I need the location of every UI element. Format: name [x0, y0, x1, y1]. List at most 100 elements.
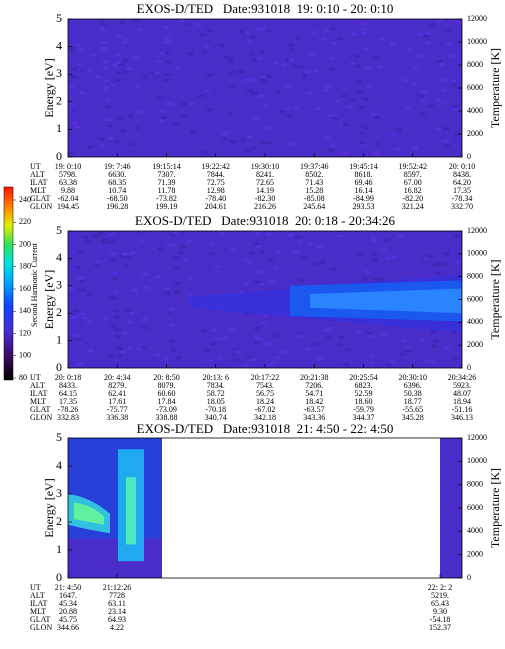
spectrogram-cell: [257, 337, 264, 341]
spectrogram-cell: [211, 329, 218, 333]
spectrogram-cell: [123, 263, 130, 267]
spectrogram-cell: [209, 252, 216, 256]
spectrogram-cell: [122, 331, 129, 335]
spectrogram-cell: [102, 60, 109, 64]
row-value: -82.20: [402, 194, 423, 203]
spectrogram-cell: [360, 143, 367, 147]
spectrogram-cell: [246, 261, 253, 265]
row-value: 342.18: [254, 413, 276, 422]
y2-tick-label: 2000: [467, 340, 483, 349]
spectrogram-cell: [79, 276, 86, 280]
spectrogram-cell: [136, 347, 143, 351]
row-value: 17.35: [59, 397, 77, 406]
spectrogram-cell: [112, 290, 119, 294]
spectrogram-cell: [443, 144, 450, 148]
spectrogram-cell: [69, 151, 76, 155]
spectrogram-cell: [103, 89, 110, 93]
row-value: 18.42: [305, 397, 323, 406]
spectrogram-cell: [336, 343, 343, 347]
y-tick-label: 2: [56, 514, 62, 528]
spectrogram-cell: [97, 245, 104, 249]
spectrogram-cell: [163, 287, 170, 291]
row-value: 19:30:10: [251, 162, 279, 171]
spectrogram-cell: [364, 126, 371, 130]
spectrogram-cell: [255, 244, 262, 248]
spectrogram-cell: [415, 54, 422, 58]
spectrogram-cell: [113, 315, 120, 319]
spectrogram-cell: [446, 42, 453, 46]
spectrogram-cell: [436, 59, 443, 63]
spectrogram-cell: [417, 93, 424, 97]
row-label: MLT: [30, 186, 46, 195]
row-value: -73.09: [156, 405, 177, 414]
row-value: 1647.: [59, 591, 77, 600]
spectrogram-cell: [300, 256, 307, 260]
spectrogram-cell: [75, 265, 82, 269]
spectrogram-cell: [132, 289, 139, 293]
spectrogram-cell: [395, 128, 402, 132]
row-value: 336.38: [106, 413, 128, 422]
spectrogram-cell: [154, 353, 161, 357]
spectrogram-cell: [164, 61, 171, 65]
spectrogram-cell: [442, 126, 449, 130]
spectrogram-cell: [100, 41, 107, 45]
spectrogram-cell: [369, 236, 376, 240]
row-value: -78.26: [58, 405, 79, 414]
spectrogram-cell: [367, 66, 374, 70]
spectrogram-cell: [382, 238, 389, 242]
spectrogram-cell: [172, 231, 179, 235]
spectrogram-cell: [286, 114, 293, 118]
spectrogram-cell: [412, 146, 419, 150]
y2-tick-label: 10000: [467, 37, 487, 46]
spectrogram-cell: [86, 320, 93, 324]
spectrogram-cell: [222, 335, 229, 339]
row-value: 16.14: [355, 186, 373, 195]
spectrogram-cell: [275, 250, 282, 254]
row-value: 17.84: [158, 397, 176, 406]
spectrogram-cell: [370, 252, 377, 256]
spectrogram-cell: [435, 127, 442, 131]
spectrogram: [440, 438, 462, 578]
spectrogram-cell: [304, 347, 311, 351]
y2-axis-label: Temperature [K]: [488, 259, 502, 339]
row-value: 14.19: [256, 186, 274, 195]
row-value: -70.18: [205, 405, 226, 414]
spectrogram-cell: [162, 41, 169, 45]
row-label: ALT: [30, 381, 45, 390]
spectrogram-cell: [240, 138, 247, 142]
spectrogram-cell: [419, 112, 426, 116]
row-value: 19:45:14: [349, 162, 377, 171]
spectrogram-cell: [111, 277, 118, 281]
spectrogram-cell: [280, 63, 287, 67]
spectrogram-cell: [320, 260, 327, 264]
spectrogram-cell: [417, 33, 424, 37]
spectrogram-cell: [248, 251, 255, 255]
spectrogram-cell: [96, 231, 103, 235]
spectrogram-cell: [293, 250, 300, 254]
spectrogram-cell: [180, 245, 187, 249]
y2-tick-label: 4000: [467, 317, 483, 326]
spectrogram-cell: [114, 78, 121, 82]
y2-axis-label: Temperature [K]: [488, 468, 502, 548]
spectrogram-cell: [401, 339, 408, 343]
spectrogram-cell: [69, 49, 76, 53]
spectrogram-cell: [187, 294, 194, 298]
row-value: 6823.: [355, 381, 373, 390]
spectrogram-cell: [203, 45, 210, 49]
spectrogram-cell: [283, 107, 290, 111]
spectrogram-cell: [311, 342, 318, 346]
spectrogram-cell: [317, 356, 324, 360]
spectrogram-cell: [216, 356, 223, 360]
spectrogram-cell: [229, 86, 236, 90]
spectrogram-cell: [452, 356, 459, 360]
panel-title: EXOS-D/TED Date:931018 21: 4:50 - 22: 4:…: [137, 421, 394, 436]
spectrogram-cell: [69, 102, 76, 106]
spectrogram-cell: [405, 349, 412, 353]
spectrogram-cell: [270, 361, 277, 365]
spectrogram-cell: [132, 56, 139, 60]
spectrogram-cell: [285, 58, 292, 62]
spectrogram-cell: [327, 326, 334, 330]
spectrogram-cell: [363, 47, 370, 51]
spectrogram-cell: [250, 91, 257, 95]
